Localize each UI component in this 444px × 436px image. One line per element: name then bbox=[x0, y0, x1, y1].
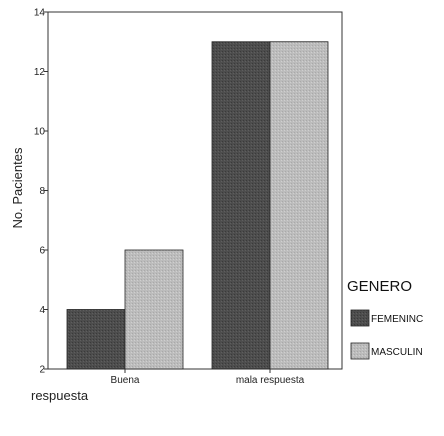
y-tick-label: 14 bbox=[34, 8, 46, 19]
y-tick-label: 2 bbox=[39, 365, 45, 376]
legend-label-masculin: MASCULIN bbox=[371, 347, 423, 358]
y-axis-title: No. Pacientes bbox=[10, 147, 25, 228]
y-tick-label: 8 bbox=[39, 186, 45, 197]
y-tick-label: 12 bbox=[34, 67, 46, 78]
x-tick-label: mala respuesta bbox=[236, 375, 305, 386]
legend-title: GENERO bbox=[347, 278, 412, 295]
bar-masculin-1 bbox=[269, 41, 329, 370]
legend: GENERO FEMENINC MASCULIN bbox=[347, 278, 423, 360]
bars bbox=[66, 41, 329, 370]
legend-swatch-masculin bbox=[350, 342, 370, 360]
x-axis: Buena mala respuesta bbox=[111, 369, 305, 386]
bar-masculin-0 bbox=[124, 249, 184, 370]
x-tick-label: Buena bbox=[111, 375, 140, 386]
y-tick-label: 6 bbox=[39, 246, 45, 257]
y-axis: 2 4 6 8 10 12 14 bbox=[34, 8, 48, 376]
y-tick-label: 4 bbox=[39, 305, 45, 316]
y-tick-label: 10 bbox=[34, 127, 46, 138]
x-axis-title: respuesta bbox=[31, 388, 89, 403]
bar-femeninc-1 bbox=[211, 41, 271, 370]
legend-label-femeninc: FEMENINC bbox=[371, 314, 423, 325]
bar-femeninc-0 bbox=[66, 309, 126, 370]
legend-swatch-femeninc bbox=[350, 309, 370, 327]
